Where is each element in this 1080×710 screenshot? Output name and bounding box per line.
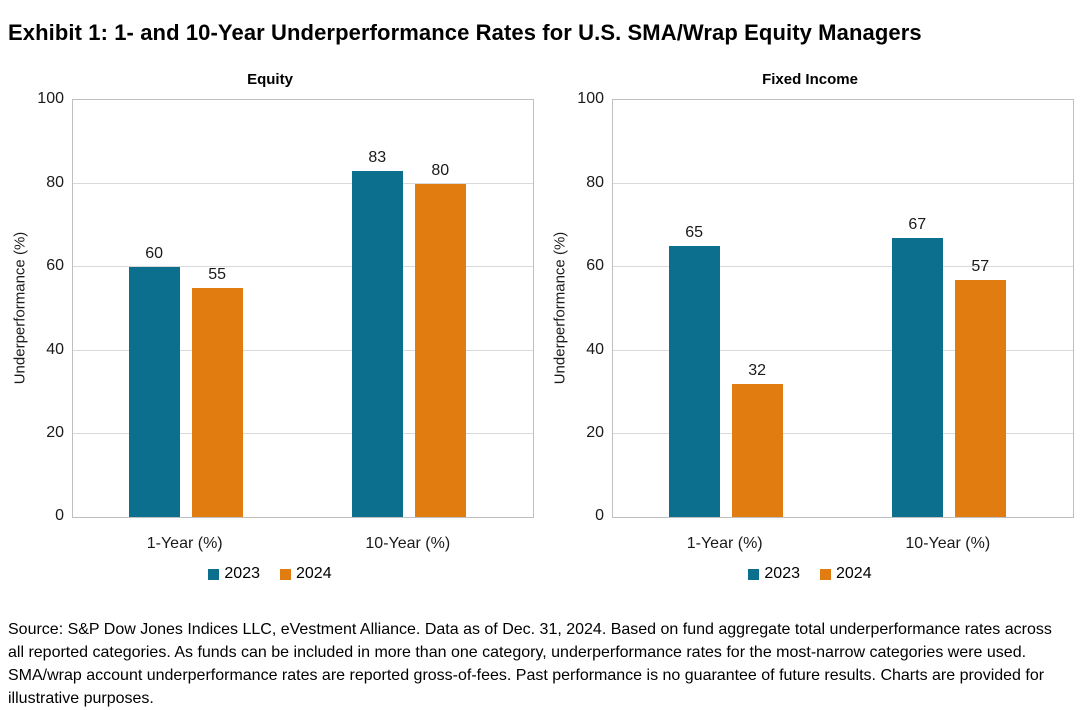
bar-value-label: 57 [971, 257, 990, 275]
bar-column-2024: 57 [954, 257, 1006, 518]
x-axis-label-1: 1-Year (%) [146, 535, 223, 553]
legend-item-2024: 2024 [820, 565, 872, 583]
bar-2023-1Year [668, 246, 720, 518]
gridline-40 [73, 349, 533, 351]
y-axis-title: Underperformance (%) [11, 231, 29, 385]
gridline-60 [73, 266, 533, 268]
bar-column-2024: 32 [731, 362, 783, 518]
y-tick-40: 40 [586, 340, 604, 358]
source-note: Source: S&P Dow Jones Indices LLC, eVest… [8, 621, 1052, 708]
x-axis-label-2: 10-Year (%) [905, 535, 991, 553]
bar-2023-10Year [351, 171, 403, 518]
bar-2023-10Year [891, 238, 943, 518]
x-axis-label-2: 10-Year (%) [365, 535, 451, 553]
legend: 2023 2024 [540, 565, 1080, 583]
bar-column-2023: 65 [668, 224, 720, 518]
legend: 2023 2024 [0, 565, 540, 583]
legend-swatch-icon [748, 568, 760, 580]
bar-group-2: 67 57 [891, 216, 1006, 518]
y-tick-40: 40 [46, 340, 64, 358]
y-tick-80: 80 [586, 173, 604, 191]
gridline-60 [613, 266, 1073, 268]
y-tick-100: 100 [577, 90, 604, 108]
bar-value-label: 32 [748, 362, 767, 380]
bar-value-label: 80 [431, 161, 450, 179]
legend-item-2024: 2024 [280, 565, 332, 583]
bar-2024-10Year [954, 279, 1006, 518]
bar-group-1: 65 32 [668, 224, 783, 518]
bar-value-label: 55 [208, 266, 227, 284]
legend-item-2023: 2023 [208, 565, 260, 583]
gridline-40 [613, 349, 1073, 351]
bar-group-1: 60 55 [128, 245, 243, 518]
bar-value-label: 65 [685, 224, 704, 242]
bar-2023-1Year [128, 267, 180, 518]
chart-title-fixed-income: Fixed Income [762, 71, 858, 89]
y-tick-60: 60 [586, 257, 604, 275]
fixed-income-chart: Fixed Income 1-Year (%) 10-Year (%) 65 32 67 5… [540, 61, 1080, 599]
equity-plot-area: 60 55 83 80 [72, 99, 534, 519]
bar-2024-1Year [731, 384, 783, 518]
bar-2024-10Year [414, 183, 466, 518]
y-tick-100: 100 [37, 90, 64, 108]
legend-swatch-icon [208, 568, 220, 580]
y-axis-title: Underperformance (%) [551, 231, 569, 385]
bar-column-2024: 55 [191, 266, 243, 518]
fixed-income-plot-area: 65 32 67 57 [612, 99, 1074, 519]
gridline-20 [73, 433, 533, 435]
y-tick-60: 60 [46, 257, 64, 275]
charts-row: Equity 1-Year (%) 10-Year (%) 60 55 83 80 0 20 40… [0, 61, 1080, 599]
y-tick-0: 0 [55, 507, 64, 525]
bar-column-2024: 80 [414, 161, 466, 518]
legend-swatch-icon [280, 568, 291, 580]
bar-column-2023: 83 [351, 149, 403, 518]
gridline-20 [613, 433, 1073, 435]
y-tick-20: 20 [586, 424, 604, 442]
legend-label: 2024 [836, 565, 872, 583]
y-tick-0: 0 [595, 507, 604, 525]
bar-2024-1Year [191, 288, 243, 518]
legend-label: 2023 [224, 565, 260, 583]
y-tick-80: 80 [46, 173, 64, 191]
bar-group-2: 83 80 [351, 149, 466, 518]
legend-swatch-icon [820, 568, 831, 580]
legend-label: 2023 [764, 565, 800, 583]
gridline-80 [613, 182, 1073, 184]
bar-value-label: 60 [145, 245, 164, 263]
bar-column-2023: 60 [128, 245, 180, 518]
bar-value-label: 83 [368, 149, 387, 167]
exhibit-title: Exhibit 1: 1- and 10-Year Underperforman… [8, 19, 922, 45]
x-axis-label-1: 1-Year (%) [686, 535, 763, 553]
legend-item-2023: 2023 [748, 565, 800, 583]
legend-label: 2024 [296, 565, 332, 583]
equity-chart: Equity 1-Year (%) 10-Year (%) 60 55 83 80 0 20 40… [0, 61, 540, 599]
chart-title-equity: Equity [247, 71, 293, 89]
bar-value-label: 67 [908, 216, 927, 234]
gridline-80 [73, 182, 533, 184]
y-tick-20: 20 [46, 424, 64, 442]
bar-column-2023: 67 [891, 216, 943, 518]
